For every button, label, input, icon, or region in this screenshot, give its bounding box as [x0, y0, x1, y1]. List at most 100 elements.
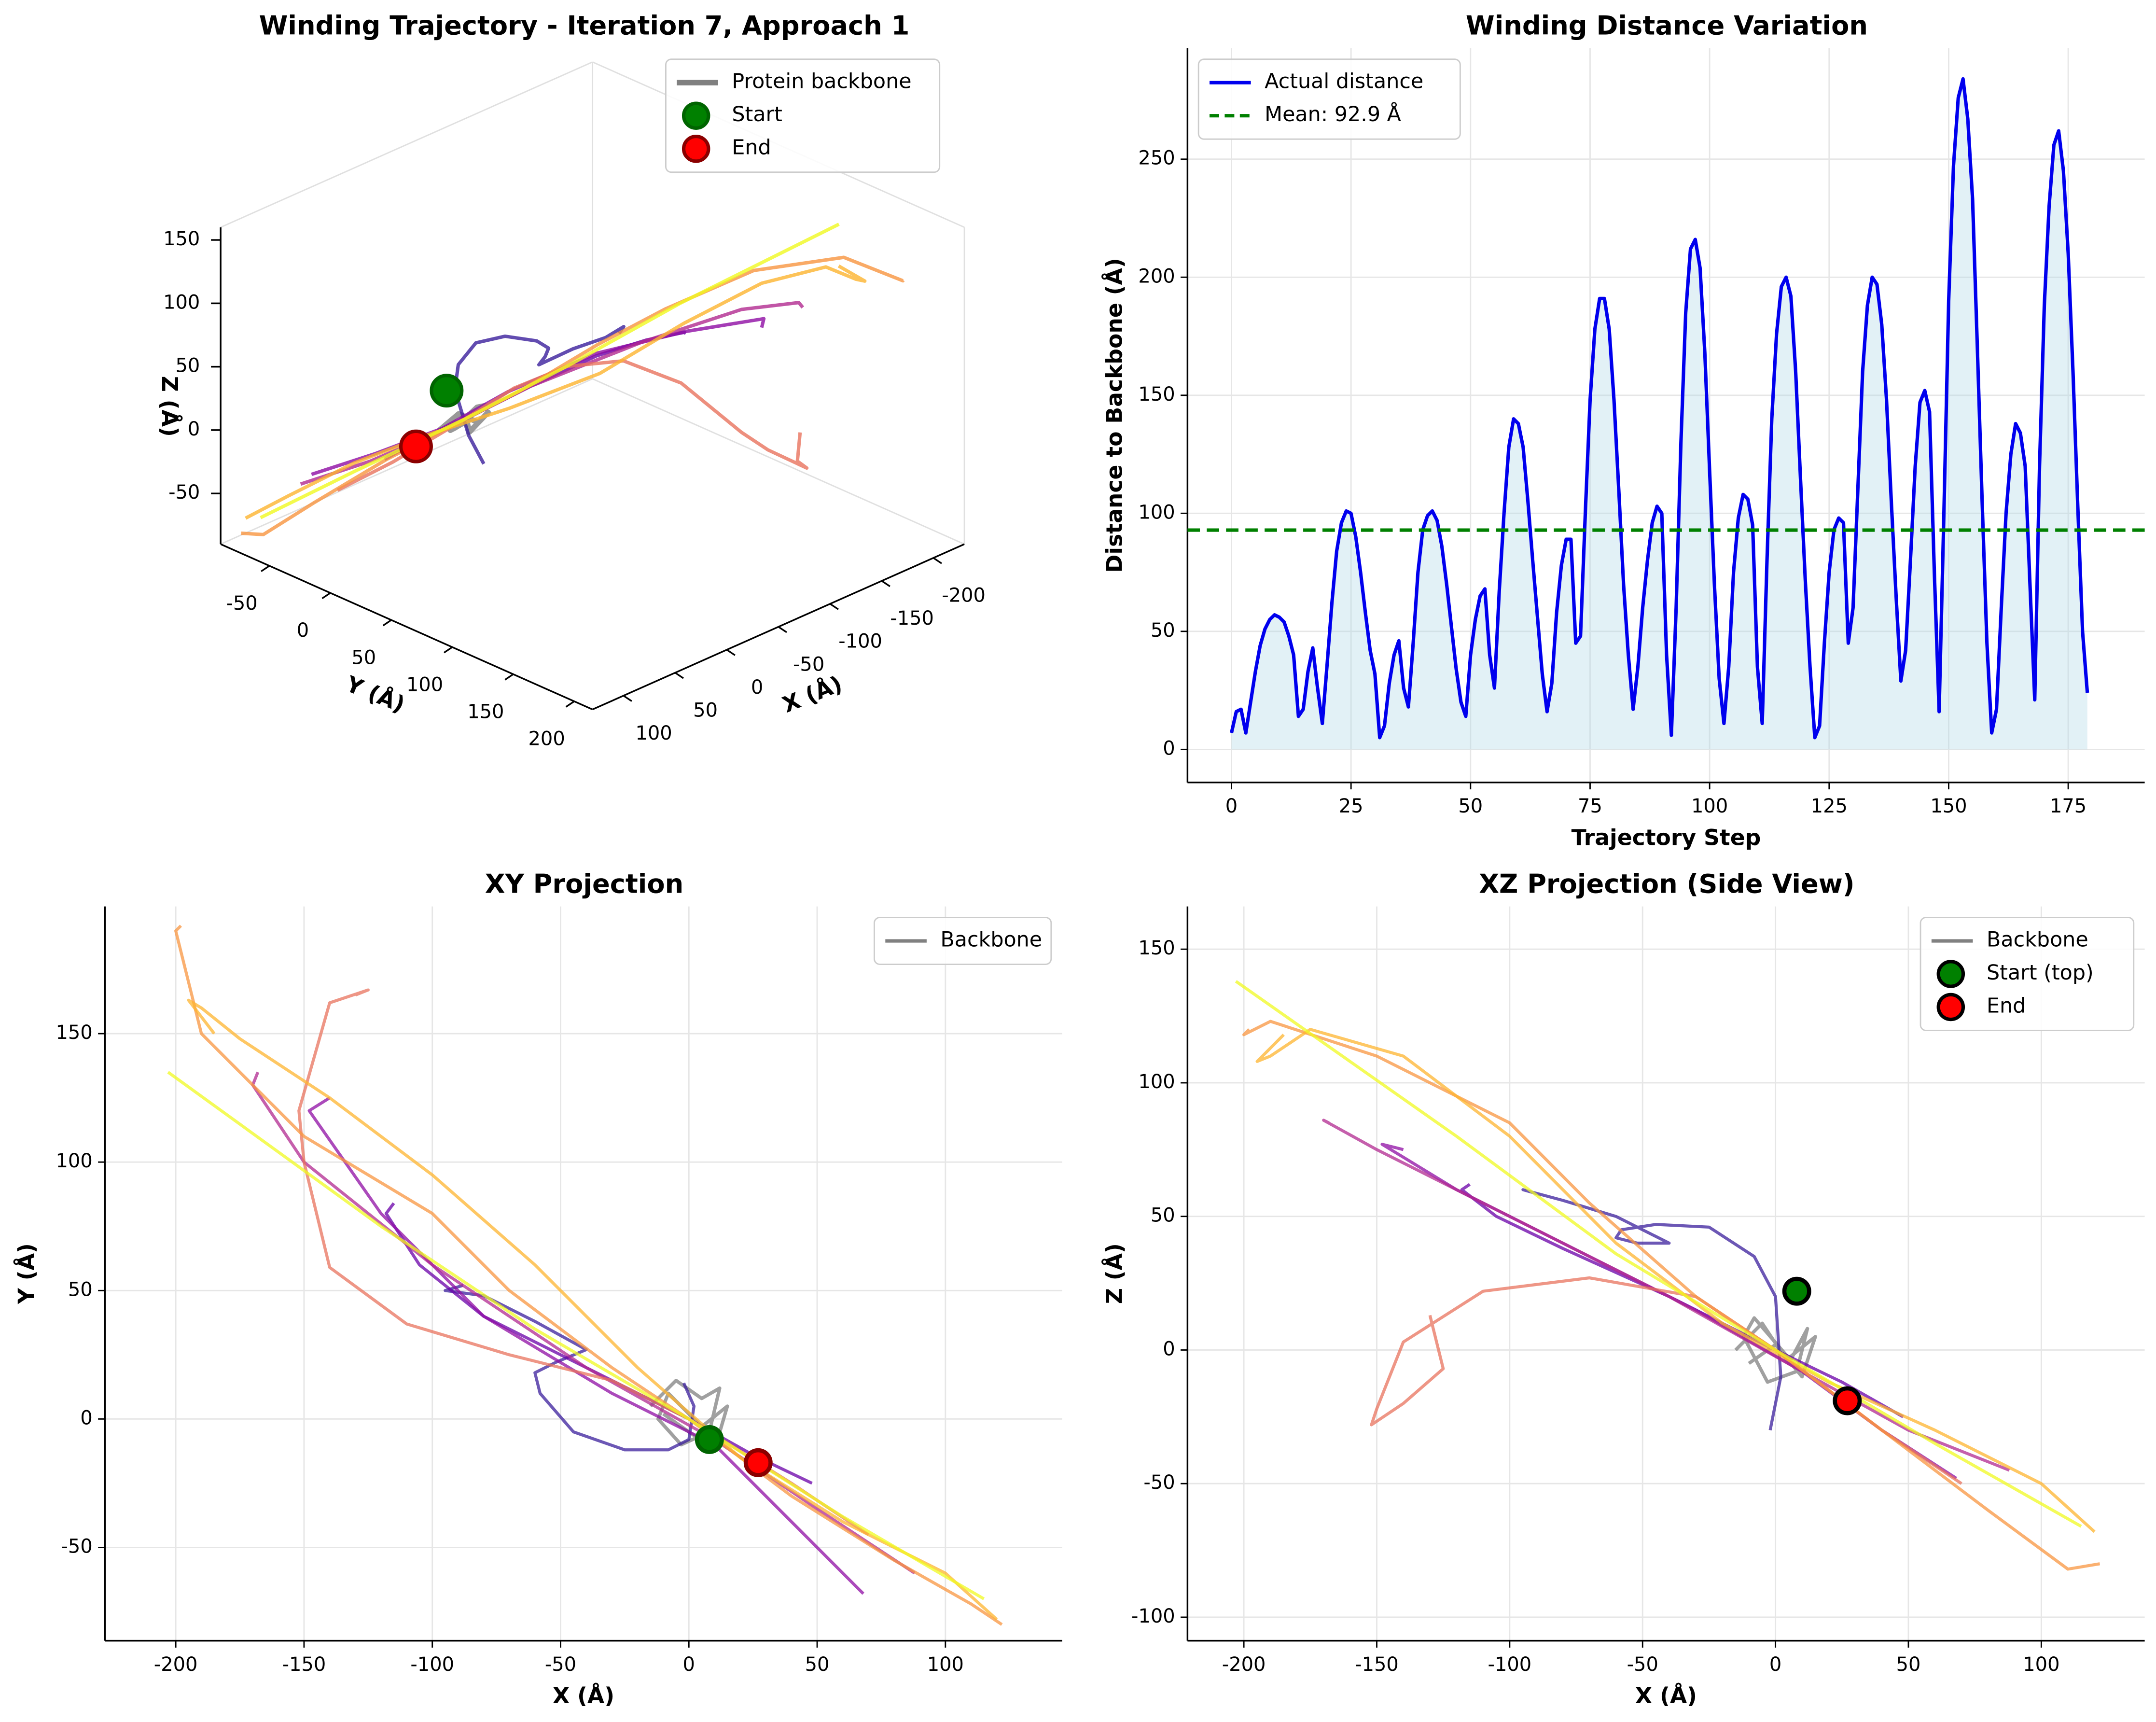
- x-axis-label: X (Å): [553, 1682, 614, 1708]
- z-axis-label: Z (Å): [157, 376, 183, 437]
- x-tick-label: 75: [1578, 795, 1602, 817]
- x-tick: [932, 557, 942, 564]
- legend-marker: [1936, 993, 1965, 1022]
- y-tick: [382, 619, 392, 627]
- y-tick-label: 100: [56, 1150, 93, 1172]
- trajectory-line: [174, 924, 1003, 1626]
- line: [1230, 77, 2089, 740]
- x-tick-label: -200: [1222, 1653, 1266, 1676]
- y-tick: [444, 646, 453, 654]
- y-tick-label: 0: [297, 619, 309, 642]
- pane-edge: [220, 61, 593, 228]
- y-tick-label: 50: [1151, 619, 1175, 642]
- legend-marker: [682, 101, 710, 130]
- legend-box: [665, 58, 941, 173]
- y-tick-label: 250: [1138, 147, 1175, 169]
- x-tick-label: 175: [2050, 795, 2086, 817]
- legend-marker: [682, 134, 710, 163]
- x-tick-label: 50: [1896, 1653, 1921, 1676]
- x-tick-label: 100: [927, 1653, 964, 1676]
- chart-title: XY Projection: [485, 869, 683, 899]
- point-marker: [430, 374, 464, 408]
- x-tick-label: 50: [1458, 795, 1483, 817]
- x-tick-label: 100: [635, 722, 672, 744]
- legend-label: End: [1987, 994, 2026, 1018]
- x-tick-label: 50: [805, 1653, 830, 1676]
- y-tick-label: 150: [1138, 383, 1175, 406]
- x-tick-label: -100: [1488, 1653, 1532, 1676]
- trajectory-line: [1521, 1188, 1782, 1431]
- x-tick-label: -50: [1627, 1653, 1658, 1676]
- y-tick-label: -50: [61, 1535, 93, 1557]
- z-tick-label: 150: [163, 228, 200, 250]
- y-tick-label: -50: [226, 592, 257, 615]
- chart-title: Winding Distance Variation: [1466, 11, 1868, 41]
- y-tick-label: 100: [406, 673, 443, 696]
- legend-label: Backbone: [940, 928, 1042, 952]
- x-tick: [778, 626, 787, 633]
- x-tick-label: -150: [1355, 1653, 1399, 1676]
- trajectory-line: [307, 1096, 864, 1595]
- x-tick-label: 0: [751, 676, 763, 699]
- x-tick-label: 25: [1339, 795, 1363, 817]
- point-marker: [399, 429, 433, 463]
- pane-edge: [220, 378, 593, 545]
- x-tick-label: 50: [693, 699, 718, 721]
- x-tick: [726, 649, 736, 656]
- y-tick: [504, 673, 514, 681]
- y-tick-label: 0: [80, 1407, 92, 1429]
- y-tick-label: 150: [1138, 937, 1175, 959]
- x-tick-label: -150: [282, 1653, 326, 1676]
- y-tick-label: 200: [529, 728, 565, 750]
- x-axis-label: Trajectory Step: [1572, 825, 1761, 850]
- y-tick-label: 50: [351, 646, 376, 669]
- point-marker: [743, 1448, 773, 1477]
- x-axis-label: X (Å): [1635, 1682, 1697, 1708]
- trajectory-line: [187, 998, 998, 1621]
- legend-label: Mean: 92.9 Å: [1265, 102, 1401, 126]
- y-axis-label: Z (Å): [1101, 1243, 1127, 1304]
- x-tick-label: 0: [1769, 1653, 1781, 1676]
- point-marker: [695, 1425, 724, 1454]
- legend-marker: [1936, 960, 1965, 988]
- legend-label: Actual distance: [1265, 70, 1423, 94]
- trajectory-line: [245, 264, 867, 520]
- x-tick-label: -150: [890, 607, 934, 630]
- y-tick-label: 50: [68, 1278, 93, 1301]
- trajectory-line: [1255, 1028, 2096, 1533]
- y-tick-label: 0: [1163, 1338, 1175, 1360]
- x-tick-label: -200: [942, 585, 986, 607]
- point-marker: [1833, 1386, 1862, 1415]
- x-tick-label: 150: [1930, 795, 1967, 817]
- y-tick-label: -50: [1143, 1471, 1175, 1494]
- legend-box: [1920, 917, 2135, 1031]
- trajectory-line: [1235, 980, 2082, 1528]
- trajectory-line: [260, 223, 840, 519]
- y-tick-label: 150: [467, 701, 504, 723]
- point-marker: [1782, 1276, 1811, 1306]
- y-axis-line: [220, 543, 593, 711]
- y-tick: [261, 565, 270, 572]
- x-tick-label: 100: [1691, 795, 1728, 817]
- chart-title: Winding Trajectory - Iteration 7, Approa…: [259, 11, 910, 41]
- x-tick: [623, 695, 632, 702]
- y-tick-label: 100: [1138, 1071, 1175, 1093]
- x-tick-label: -50: [545, 1653, 576, 1676]
- x-tick-label: 100: [2023, 1653, 2059, 1676]
- x-tick: [829, 603, 839, 610]
- x-tick-label: -100: [410, 1653, 454, 1676]
- x-tick-label: 0: [683, 1653, 695, 1676]
- y-tick-label: 100: [1138, 501, 1175, 523]
- legend-label: End: [732, 136, 771, 160]
- legend-box: [1197, 58, 1461, 140]
- y-tick-label: 0: [1163, 737, 1175, 759]
- y-tick-label: 50: [1151, 1204, 1175, 1227]
- trajectory-line: [167, 1071, 985, 1600]
- x-tick-label: -200: [154, 1653, 198, 1676]
- x-tick-label: -50: [793, 653, 824, 675]
- z-tick-label: 50: [176, 355, 200, 377]
- x-tick: [674, 672, 684, 679]
- z-tick-label: 100: [163, 291, 200, 313]
